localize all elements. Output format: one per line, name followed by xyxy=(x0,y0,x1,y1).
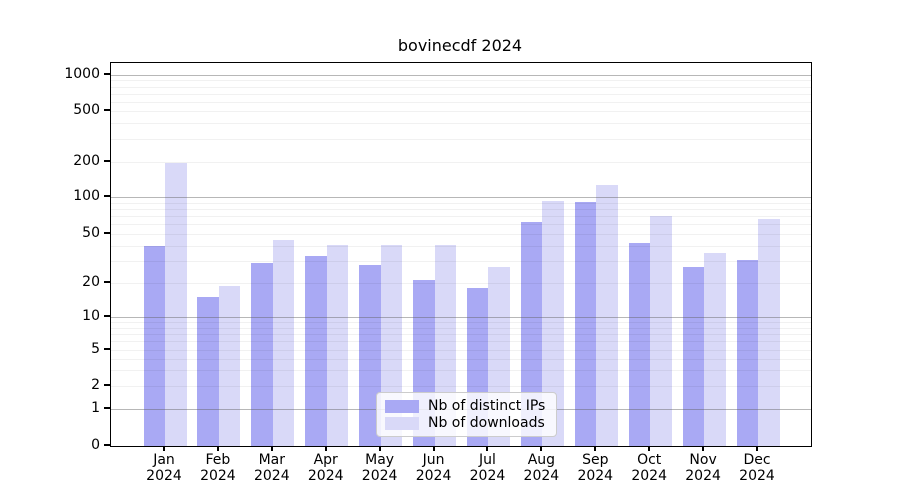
y-tick-label: 20 xyxy=(82,274,100,290)
gridline-minor xyxy=(111,111,811,112)
bar-distinct-ips xyxy=(359,265,381,446)
bar-downloads xyxy=(165,163,187,446)
bar-downloads xyxy=(704,253,726,446)
bar-distinct-ips xyxy=(143,245,165,446)
bar-downloads xyxy=(326,244,349,446)
legend-swatch-downloads xyxy=(385,416,419,430)
legend-swatch-distinct-ips xyxy=(385,399,419,413)
x-tick-label: Feb 2024 xyxy=(200,452,236,484)
gridline-minor xyxy=(111,208,811,210)
y-tick xyxy=(104,109,110,111)
legend-label-downloads: Nb of downloads xyxy=(428,415,545,431)
gridline-minor xyxy=(111,80,811,82)
x-tick xyxy=(216,446,219,451)
x-tick xyxy=(270,446,273,451)
y-tick-label: 0 xyxy=(91,437,100,453)
bar-downloads xyxy=(218,285,241,446)
y-tick-label: 500 xyxy=(73,102,100,118)
x-tick-label: Aug 2024 xyxy=(523,452,560,484)
y-tick xyxy=(104,232,110,234)
gridline-minor xyxy=(111,216,811,218)
y-tick-label: 50 xyxy=(82,225,100,241)
y-tick-label: 5 xyxy=(91,341,100,357)
x-tick-label: Apr 2024 xyxy=(307,452,344,484)
bar-downloads xyxy=(596,184,618,446)
gridline-minor xyxy=(111,123,811,125)
gridline-minor xyxy=(111,101,811,103)
y-tick xyxy=(104,315,110,317)
bar-downloads xyxy=(650,216,672,446)
bar-distinct-ips xyxy=(305,256,327,446)
legend: Nb of distinct IPs Nb of downloads xyxy=(376,392,557,437)
y-tick xyxy=(104,281,110,283)
chart-title: bovinecdf 2024 xyxy=(397,36,523,55)
y-tick-label: 2 xyxy=(91,377,100,393)
bar-distinct-ips xyxy=(628,243,651,446)
y-tick xyxy=(104,348,110,350)
y-tick-label: 200 xyxy=(73,153,100,169)
x-tick xyxy=(756,446,758,451)
legend-item-downloads: Nb of downloads xyxy=(385,415,548,431)
x-tick-label: Nov 2024 xyxy=(685,452,721,484)
bar-downloads xyxy=(272,239,295,446)
bar-distinct-ips xyxy=(736,259,758,446)
y-tick xyxy=(104,407,110,409)
y-tick xyxy=(104,160,110,162)
bar-distinct-ips xyxy=(520,221,543,446)
bar-downloads xyxy=(758,219,780,446)
x-tick xyxy=(594,446,597,451)
x-tick xyxy=(486,446,489,451)
gridline-minor xyxy=(111,86,811,88)
gridline-minor xyxy=(111,245,811,247)
y-tick xyxy=(104,384,110,386)
x-tick xyxy=(648,446,651,451)
gridline-minor xyxy=(111,162,811,163)
y-tick-label: 1 xyxy=(91,400,100,416)
bar-distinct-ips xyxy=(197,297,219,446)
gridline-minor xyxy=(111,234,811,235)
x-tick-label: Jun 2024 xyxy=(415,452,452,484)
x-tick-label: Jan 2024 xyxy=(146,452,182,484)
y-tick xyxy=(104,444,110,446)
x-tick xyxy=(163,446,165,451)
y-tick-label: 1000 xyxy=(64,66,100,82)
y-tick xyxy=(104,73,110,75)
legend-item-distinct-ips: Nb of distinct IPs xyxy=(385,398,548,414)
bar-distinct-ips xyxy=(251,263,273,446)
x-tick-label: Oct 2024 xyxy=(631,452,667,484)
x-tick-label: Dec 2024 xyxy=(739,452,775,484)
x-tick xyxy=(324,446,327,451)
bar-distinct-ips xyxy=(682,266,705,446)
x-tick-label: Mar 2024 xyxy=(253,452,290,484)
x-tick xyxy=(540,446,543,451)
gridline-major xyxy=(111,197,811,198)
y-tick-label: 100 xyxy=(73,188,100,204)
x-tick-label: Jul 2024 xyxy=(469,452,506,484)
gridline-minor xyxy=(111,93,811,95)
bar-distinct-ips xyxy=(574,202,597,446)
y-tick-label: 10 xyxy=(82,308,100,324)
legend-label-distinct-ips: Nb of distinct IPs xyxy=(428,398,546,414)
x-tick xyxy=(432,446,435,451)
y-tick xyxy=(104,195,110,197)
x-tick xyxy=(378,446,381,451)
x-tick xyxy=(702,446,705,451)
gridline-minor xyxy=(111,202,811,204)
gridline-minor xyxy=(111,224,811,226)
x-tick-label: Sep 2024 xyxy=(577,452,614,484)
plot-area xyxy=(110,62,812,447)
gridline-major xyxy=(111,75,811,76)
gridline-minor xyxy=(111,139,811,141)
bar-downloads xyxy=(542,200,564,446)
x-tick-label: May 2024 xyxy=(361,452,398,484)
